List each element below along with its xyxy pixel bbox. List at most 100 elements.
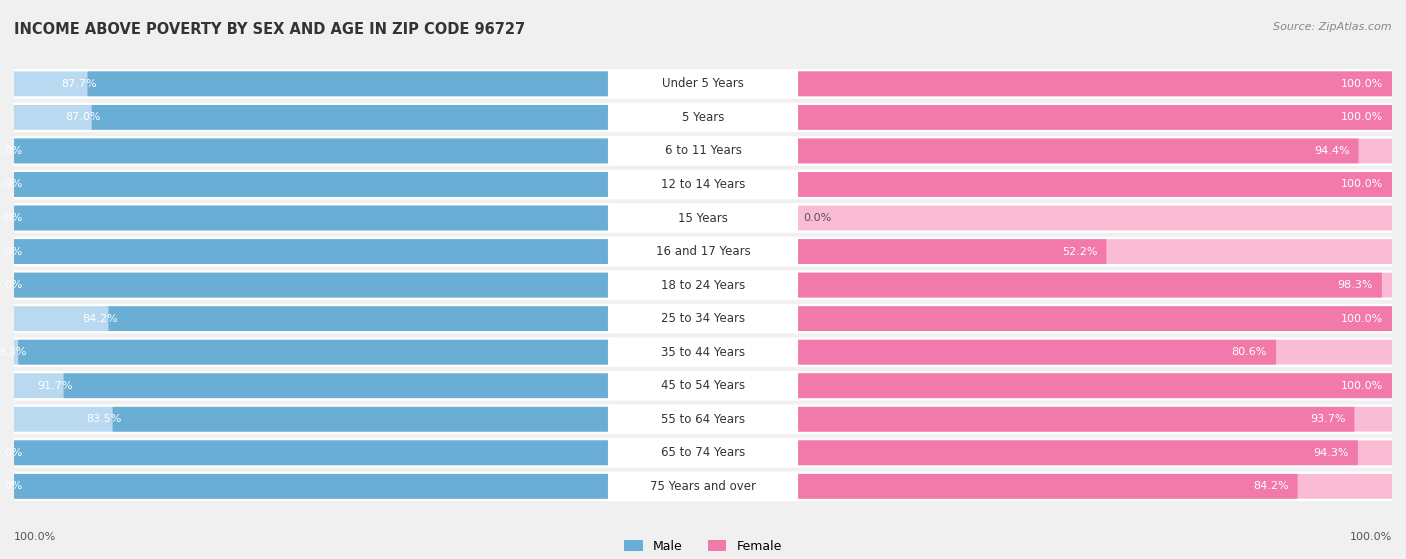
Text: 6 to 11 Years: 6 to 11 Years — [665, 144, 741, 158]
FancyBboxPatch shape — [794, 206, 1392, 230]
FancyBboxPatch shape — [14, 139, 612, 163]
FancyBboxPatch shape — [794, 170, 1392, 199]
Text: 65 to 74 Years: 65 to 74 Years — [661, 446, 745, 459]
FancyBboxPatch shape — [14, 103, 612, 132]
Text: 100.0%: 100.0% — [14, 532, 56, 542]
FancyBboxPatch shape — [112, 407, 612, 432]
FancyBboxPatch shape — [607, 271, 799, 300]
Text: 55 to 64 Years: 55 to 64 Years — [661, 413, 745, 426]
FancyBboxPatch shape — [794, 239, 1107, 264]
FancyBboxPatch shape — [14, 172, 612, 197]
Text: 100.0%: 100.0% — [0, 448, 22, 458]
FancyBboxPatch shape — [14, 373, 612, 398]
FancyBboxPatch shape — [794, 273, 1382, 297]
Text: 100.0%: 100.0% — [1350, 532, 1392, 542]
FancyBboxPatch shape — [14, 237, 612, 266]
FancyBboxPatch shape — [794, 371, 1392, 400]
FancyBboxPatch shape — [18, 340, 612, 364]
FancyBboxPatch shape — [14, 273, 612, 297]
Text: 100.0%: 100.0% — [0, 280, 22, 290]
FancyBboxPatch shape — [607, 69, 799, 98]
Text: 87.0%: 87.0% — [65, 112, 101, 122]
Text: 87.7%: 87.7% — [60, 79, 97, 89]
FancyBboxPatch shape — [794, 203, 1392, 233]
FancyBboxPatch shape — [14, 203, 612, 233]
FancyBboxPatch shape — [794, 72, 1392, 96]
FancyBboxPatch shape — [794, 340, 1392, 364]
FancyBboxPatch shape — [14, 239, 612, 264]
Legend: Male, Female: Male, Female — [624, 540, 782, 553]
FancyBboxPatch shape — [14, 474, 612, 499]
FancyBboxPatch shape — [14, 338, 612, 367]
FancyBboxPatch shape — [794, 338, 1392, 367]
FancyBboxPatch shape — [794, 105, 1392, 130]
FancyBboxPatch shape — [607, 438, 799, 467]
FancyBboxPatch shape — [14, 405, 612, 434]
FancyBboxPatch shape — [794, 172, 1392, 197]
Text: 12 to 14 Years: 12 to 14 Years — [661, 178, 745, 191]
FancyBboxPatch shape — [794, 237, 1392, 266]
Text: 100.0%: 100.0% — [0, 213, 22, 223]
FancyBboxPatch shape — [794, 474, 1392, 499]
FancyBboxPatch shape — [794, 69, 1392, 98]
FancyBboxPatch shape — [91, 105, 612, 130]
Text: 99.3%: 99.3% — [0, 347, 27, 357]
FancyBboxPatch shape — [14, 105, 612, 130]
FancyBboxPatch shape — [794, 373, 1392, 398]
Text: 100.0%: 100.0% — [0, 247, 22, 257]
FancyBboxPatch shape — [794, 474, 1298, 499]
FancyBboxPatch shape — [14, 306, 612, 331]
FancyBboxPatch shape — [794, 407, 1392, 432]
Text: 100.0%: 100.0% — [0, 146, 22, 156]
FancyBboxPatch shape — [794, 472, 1392, 501]
FancyBboxPatch shape — [14, 472, 612, 501]
Text: 84.2%: 84.2% — [1253, 481, 1288, 491]
FancyBboxPatch shape — [14, 438, 612, 467]
Text: 16 and 17 Years: 16 and 17 Years — [655, 245, 751, 258]
FancyBboxPatch shape — [794, 306, 1392, 331]
FancyBboxPatch shape — [794, 239, 1392, 264]
FancyBboxPatch shape — [607, 371, 799, 400]
FancyBboxPatch shape — [14, 440, 612, 465]
FancyBboxPatch shape — [14, 136, 612, 165]
Text: 83.5%: 83.5% — [86, 414, 121, 424]
FancyBboxPatch shape — [14, 239, 612, 264]
FancyBboxPatch shape — [794, 139, 1392, 163]
FancyBboxPatch shape — [14, 206, 612, 230]
Text: 52.2%: 52.2% — [1062, 247, 1097, 257]
FancyBboxPatch shape — [794, 273, 1392, 297]
FancyBboxPatch shape — [794, 72, 1392, 96]
Text: INCOME ABOVE POVERTY BY SEX AND AGE IN ZIP CODE 96727: INCOME ABOVE POVERTY BY SEX AND AGE IN Z… — [14, 22, 526, 37]
FancyBboxPatch shape — [794, 405, 1392, 434]
FancyBboxPatch shape — [607, 103, 799, 132]
FancyBboxPatch shape — [14, 271, 612, 300]
FancyBboxPatch shape — [794, 440, 1358, 465]
FancyBboxPatch shape — [607, 170, 799, 199]
FancyBboxPatch shape — [63, 373, 612, 398]
Text: Under 5 Years: Under 5 Years — [662, 77, 744, 91]
FancyBboxPatch shape — [607, 338, 799, 367]
FancyBboxPatch shape — [14, 371, 612, 400]
FancyBboxPatch shape — [794, 105, 1392, 130]
FancyBboxPatch shape — [607, 304, 799, 333]
FancyBboxPatch shape — [607, 472, 799, 501]
FancyBboxPatch shape — [607, 405, 799, 434]
FancyBboxPatch shape — [794, 136, 1392, 165]
Text: 98.3%: 98.3% — [1337, 280, 1372, 290]
Text: 84.2%: 84.2% — [82, 314, 118, 324]
Text: 45 to 54 Years: 45 to 54 Years — [661, 379, 745, 392]
FancyBboxPatch shape — [794, 306, 1392, 331]
Text: 91.7%: 91.7% — [37, 381, 73, 391]
Text: 94.4%: 94.4% — [1313, 146, 1350, 156]
Text: 100.0%: 100.0% — [1341, 79, 1384, 89]
FancyBboxPatch shape — [14, 69, 612, 98]
FancyBboxPatch shape — [794, 373, 1392, 398]
Text: 100.0%: 100.0% — [1341, 314, 1384, 324]
FancyBboxPatch shape — [794, 407, 1354, 432]
Text: 100.0%: 100.0% — [1341, 112, 1384, 122]
FancyBboxPatch shape — [14, 206, 612, 230]
FancyBboxPatch shape — [794, 271, 1392, 300]
Text: 100.0%: 100.0% — [0, 179, 22, 190]
FancyBboxPatch shape — [794, 172, 1392, 197]
FancyBboxPatch shape — [794, 340, 1277, 364]
